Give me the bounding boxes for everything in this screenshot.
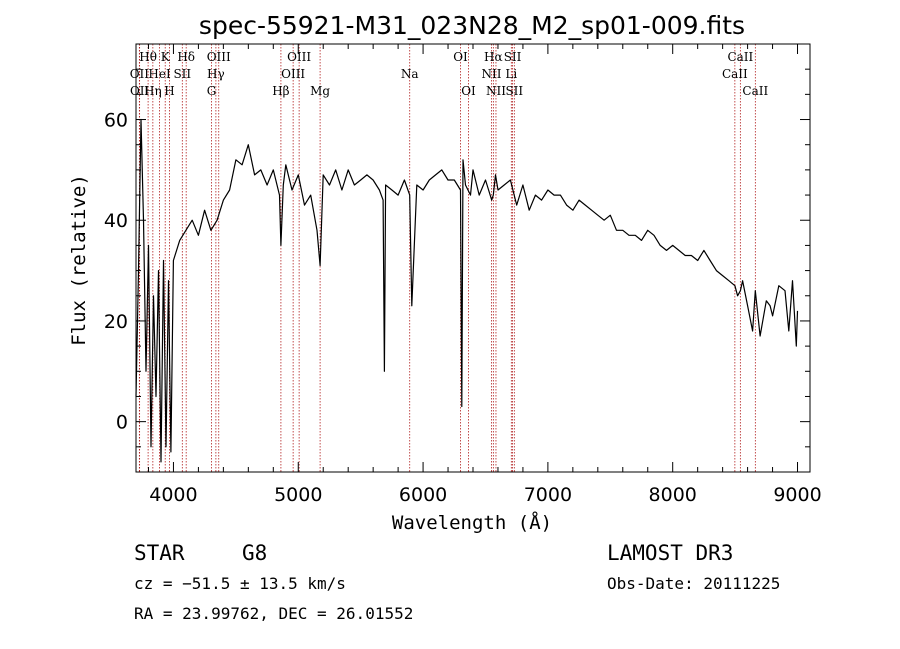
axis-ticks: 4000 5000 6000 7000 8000 9000 0 20 40 60 [104,43,822,506]
object-class: STAR [134,541,185,565]
y-tick-label: 0 [116,412,128,434]
redshift-velocity: cz = −51.5 ± 13.5 km/s [134,574,346,593]
marker-label: H [164,84,174,98]
marker-lines [138,44,756,472]
survey-name: LAMOST DR3 [607,541,733,565]
marker-label: CaII [727,50,753,64]
marker-label: SII [504,50,522,64]
marker-label: G [207,84,217,98]
marker-label: CaII [722,67,748,81]
x-tick-label: 5000 [274,484,322,506]
marker-label: Hδ [177,50,195,64]
y-tick-label: 60 [104,110,128,132]
y-axis-label: Flux (relative) [68,174,90,346]
y-tick-label: 20 [104,311,128,333]
x-tick-label: 9000 [773,484,821,506]
marker-label: NII [481,67,501,81]
marker-label: Hβ [272,84,289,98]
x-tick-label: 8000 [649,484,697,506]
marker-label: OI [453,50,468,64]
x-tick-label: 7000 [524,484,572,506]
marker-label: OIII [281,67,305,81]
marker-label: NII [486,84,506,98]
coordinates: RA = 23.99762, DEC = 26.01552 [134,604,413,623]
chart-title: spec-55921-M31_023N28_M2_sp01-009.fits [199,11,745,40]
marker-label: Hη [144,84,162,98]
marker-label: OIII [207,50,231,64]
marker-label: SII [505,84,523,98]
subclass: G8 [242,541,267,565]
observation-date: Obs-Date: 20111225 [607,574,780,593]
x-tick-label: 4000 [149,484,197,506]
marker-label: HeI [148,67,171,81]
marker-label: OI [461,84,476,98]
spectrum-line [135,118,799,463]
marker-label: Hγ [207,67,225,81]
marker-label: Hθ [139,50,157,64]
marker-label: CaII [742,84,768,98]
marker-label: OIII [287,50,311,64]
marker-label: OII [130,67,150,81]
x-axis-label: Wavelength (Å) [392,511,552,534]
marker-label: Li [505,67,517,81]
marker-label: Mg [310,84,330,98]
marker-label: Na [401,67,419,81]
y-tick-label: 40 [104,210,128,232]
marker-label: Hα [484,50,503,64]
marker-label: OII [130,84,150,98]
marker-label: SII [173,67,191,81]
x-tick-label: 6000 [399,484,447,506]
marker-label: K [161,50,171,64]
